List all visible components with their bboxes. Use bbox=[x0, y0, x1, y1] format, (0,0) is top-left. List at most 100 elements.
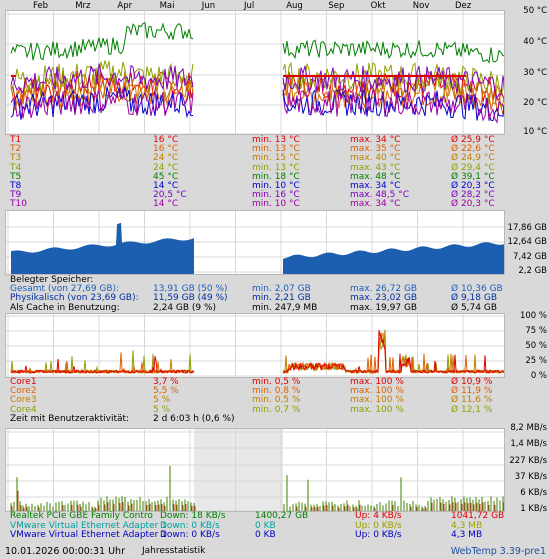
cell-name: VMware Virtual Ethernet Adapter 1 bbox=[10, 520, 167, 531]
temp-axis-label: 40 °C bbox=[523, 37, 547, 47]
cpu-series-line bbox=[10, 335, 504, 375]
cpu-axis-label: 0 % bbox=[530, 371, 547, 381]
cell-name: Core2 bbox=[10, 386, 37, 397]
cpu-series-line bbox=[10, 332, 504, 375]
cell-min: min. 0,8 % bbox=[252, 386, 301, 397]
cell-avg: Ø 25,9 °C bbox=[451, 135, 495, 145]
cpu-chart bbox=[5, 313, 505, 378]
month-label: Okt bbox=[370, 1, 386, 11]
table-row: Core1 3,7 % min. 0,5 % max. 100 % Ø 10,9 % bbox=[5, 377, 550, 387]
gap-region bbox=[194, 429, 283, 511]
cell-min: min. 10 °C bbox=[252, 180, 300, 191]
temp-series-line bbox=[10, 22, 504, 64]
cell-max: max. 40 °C bbox=[350, 153, 401, 164]
cell-name: T8 bbox=[10, 180, 22, 191]
net-axis-label: 37 KB/s bbox=[514, 472, 547, 482]
cell-min: min. 0,7 % bbox=[252, 404, 301, 415]
month-label: Mai bbox=[159, 1, 175, 11]
cell-name: T1 bbox=[10, 135, 22, 145]
cell-max: max. 35 °C bbox=[350, 144, 401, 155]
cpu-axis-label: 25 % bbox=[525, 356, 547, 366]
cell-cur: 5 % bbox=[153, 404, 171, 415]
temperature-axis: 50 °C 40 °C 30 °C 20 °C 10 °C bbox=[510, 6, 550, 141]
cell-min: min. 13 °C bbox=[252, 144, 300, 155]
month-label: Dez bbox=[455, 1, 472, 11]
cell-name: Core3 bbox=[10, 395, 37, 406]
cell-cur: 24 °C bbox=[153, 153, 179, 164]
temperature-table: T1 16 °C min. 13 °C max. 34 °C Ø 25,9 °C T2 16… bbox=[5, 135, 550, 210]
cell-min: min. 247,9 MB bbox=[252, 302, 318, 313]
month-label: Jul bbox=[244, 1, 255, 11]
table-row: T3 24 °C min. 15 °C max. 40 °C Ø 24,9 °C bbox=[5, 154, 550, 163]
cell-avg: Ø 39,1 °C bbox=[451, 171, 495, 182]
memory-chart bbox=[5, 210, 505, 275]
network-table: Realtek PCIe GBE Family Contro Down: 18 K… bbox=[5, 511, 550, 541]
table-row: T10 14 °C min. 10 °C max. 34 °C Ø 20,3 °C bbox=[5, 200, 550, 209]
footer-datetime: 10.01.2026 00:00:31 Uhr bbox=[5, 546, 125, 557]
table-row: T2 16 °C min. 13 °C max. 35 °C Ø 22,6 °C bbox=[5, 144, 550, 155]
cell-name: VMware Virtual Ethernet Adapter 1 bbox=[10, 530, 167, 540]
temp-axis-label: 10 °C bbox=[523, 127, 547, 137]
table-row: VMware Virtual Ethernet Adapter 1 Down: 0… bbox=[5, 530, 550, 541]
cell-dtotal: 0 KB bbox=[255, 530, 276, 540]
cell-down: Down: 0 KB/s bbox=[160, 530, 220, 540]
cell-utotal: 1041,72 GB bbox=[451, 511, 505, 521]
cell-min: min. 16 °C bbox=[252, 190, 300, 201]
cell-dtotal: 1400,27 GB bbox=[255, 511, 309, 521]
temp-series-line bbox=[10, 63, 504, 101]
net-axis-label: 6 KB/s bbox=[520, 488, 547, 498]
cpu-chart-svg bbox=[6, 314, 504, 377]
cpu-axis-label: 75 % bbox=[525, 326, 547, 336]
temp-series-line bbox=[10, 88, 504, 124]
cell-avg: Ø 9,18 GB bbox=[451, 293, 497, 304]
network-chart bbox=[5, 428, 505, 512]
cell-avg: Ø 10,36 GB bbox=[451, 284, 503, 295]
cell-name: Core1 bbox=[10, 377, 37, 387]
cell-max: max. 100 % bbox=[350, 377, 404, 387]
mem-axis-label: 7,42 GB bbox=[512, 252, 547, 262]
cell-utotal: 4,3 MB bbox=[451, 520, 483, 531]
temp-axis-label: 30 °C bbox=[523, 68, 547, 78]
network-axis: 8,2 MB/s 1,4 MB/s 227 KB/s 37 KB/s 6 KB/… bbox=[509, 423, 550, 518]
cell-min: min. 2,21 GB bbox=[252, 293, 311, 304]
cell-cur: 5 % bbox=[153, 395, 171, 406]
cell-up: Up: 4 KB/s bbox=[355, 511, 402, 521]
net-axis-label: 227 KB/s bbox=[509, 456, 547, 466]
month-label: Nov bbox=[412, 1, 430, 11]
cell-name: T10 bbox=[10, 199, 27, 210]
mem-axis-label: 17,86 GB bbox=[507, 223, 547, 233]
month-label: Apr bbox=[117, 1, 133, 11]
cell-min: min. 10 °C bbox=[252, 199, 300, 210]
cell-avg: Ø 10,9 % bbox=[451, 377, 493, 387]
table-row: Physikalisch (von 23,69 GB): 11,59 GB (49… bbox=[5, 294, 550, 303]
cell-name: T9 bbox=[10, 190, 22, 201]
version-link[interactable]: WebTemp 3.39-pre1 bbox=[450, 546, 546, 557]
cell-max: max. 34 °C bbox=[350, 180, 401, 191]
cell-down: Down: 18 KB/s bbox=[160, 511, 226, 521]
cell-cur: 14 °C bbox=[153, 180, 179, 191]
table-row: T9 20,5 °C min. 16 °C max. 48,5 °C Ø 28,2 °C bbox=[5, 190, 550, 201]
cell-cur: 16 °C bbox=[153, 144, 179, 155]
cell-cur: 45 °C bbox=[153, 171, 179, 182]
cell-cur: 20,5 °C bbox=[153, 190, 187, 201]
cell-name: T3 bbox=[10, 153, 22, 164]
cell-cur: 14 °C bbox=[153, 199, 179, 210]
cell-avg: Ø 28,2 °C bbox=[451, 190, 495, 201]
cell-max: max. 34 °C bbox=[350, 135, 401, 145]
cell-up: Up: 0 KB/s bbox=[355, 520, 402, 531]
cell-cur: 16 °C bbox=[153, 135, 179, 145]
cell-max: max. 48 °C bbox=[350, 171, 401, 182]
cell-max: max. 100 % bbox=[350, 386, 404, 397]
table-row: Core3 5 % min. 0,5 % max. 100 % Ø 11,6 % bbox=[5, 396, 550, 405]
cell-avg: Ø 20,3 °C bbox=[451, 180, 495, 191]
footer: 10.01.2026 00:00:31 Uhr Jahresstatistik … bbox=[0, 544, 550, 559]
cell-avg: Ø 11,6 % bbox=[451, 395, 493, 406]
cell-max: max. 19,97 GB bbox=[350, 302, 418, 313]
memory-axis: 17,86 GB 12,64 GB 7,42 GB 2,2 GB bbox=[507, 223, 550, 278]
table-row: T8 14 °C min. 10 °C max. 34 °C Ø 20,3 °C bbox=[5, 180, 550, 191]
cell-min: min. 18 °C bbox=[252, 171, 300, 182]
memory-header: Belegter Speicher: bbox=[10, 275, 94, 285]
cell-name: Core4 bbox=[10, 404, 37, 415]
table-row: Als Cache in Benutzung: 2,24 GB (9 %) min.… bbox=[5, 302, 550, 313]
net-axis-label: 8,2 MB/s bbox=[510, 423, 547, 433]
